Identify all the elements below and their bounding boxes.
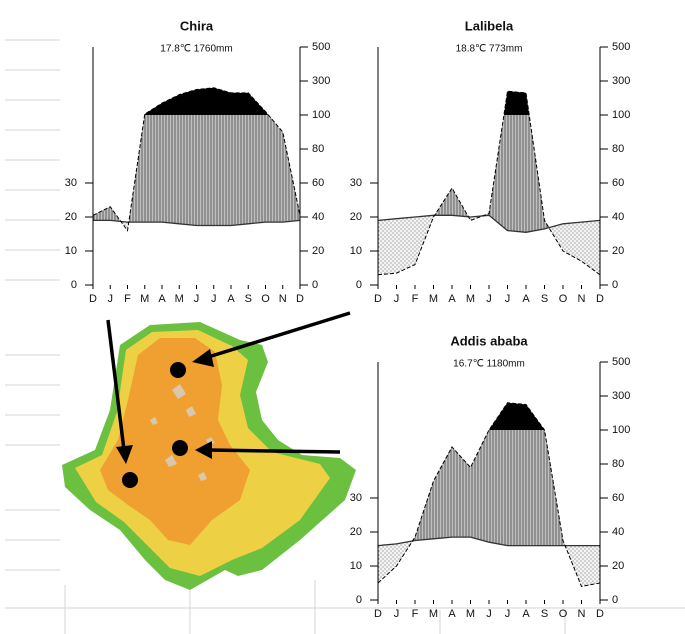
x-tick-label: D bbox=[374, 293, 382, 305]
y2-tick-label: 20 bbox=[612, 245, 624, 257]
x-tick-label: J bbox=[194, 293, 200, 305]
x-tick-label: A bbox=[448, 293, 456, 305]
x-tick-label: O bbox=[559, 608, 568, 620]
x-tick-label: N bbox=[279, 293, 287, 305]
background-rules bbox=[5, 40, 685, 634]
x-tick-label: F bbox=[412, 608, 419, 620]
x-tick-label: M bbox=[466, 293, 475, 305]
y-tick-label: 30 bbox=[350, 177, 362, 189]
y-tick-label: 20 bbox=[65, 211, 77, 223]
y-tick-label: 20 bbox=[350, 526, 362, 538]
y2-tick-label: 100 bbox=[612, 424, 630, 436]
chart-title: Chira bbox=[180, 18, 214, 33]
y-tick-label: 0 bbox=[71, 279, 77, 291]
y-tick-label: 0 bbox=[356, 594, 362, 606]
y2-tick-label: 60 bbox=[612, 177, 624, 189]
y2-tick-label: 20 bbox=[612, 560, 624, 572]
x-tick-label: S bbox=[541, 293, 548, 305]
y2-tick-label: 20 bbox=[312, 245, 324, 257]
y-tick-label: 20 bbox=[350, 211, 362, 223]
chart-subtitle: 18.8℃ 773mm bbox=[456, 44, 523, 55]
chart-title: Lalibela bbox=[465, 18, 514, 33]
arid-area bbox=[378, 91, 600, 275]
y2-tick-label: 0 bbox=[312, 279, 318, 291]
y2-tick-label: 80 bbox=[312, 143, 324, 155]
x-tick-label: A bbox=[158, 293, 166, 305]
x-tick-label: M bbox=[429, 293, 438, 305]
y2-tick-label: 0 bbox=[612, 279, 618, 291]
x-tick-label: D bbox=[596, 293, 604, 305]
x-tick-label: A bbox=[522, 608, 530, 620]
x-tick-label: J bbox=[486, 293, 492, 305]
y2-tick-label: 40 bbox=[312, 211, 324, 223]
x-tick-label: D bbox=[596, 608, 604, 620]
y-tick-label: 10 bbox=[65, 245, 77, 257]
x-tick-label: D bbox=[374, 608, 382, 620]
x-tick-label: J bbox=[394, 293, 400, 305]
x-tick-label: J bbox=[505, 293, 511, 305]
y-tick-label: 30 bbox=[65, 177, 77, 189]
x-tick-label: M bbox=[175, 293, 184, 305]
x-tick-label: N bbox=[578, 608, 586, 620]
y2-tick-label: 80 bbox=[612, 143, 624, 155]
x-tick-label: A bbox=[448, 608, 456, 620]
map bbox=[62, 313, 356, 590]
y2-tick-label: 500 bbox=[312, 41, 330, 53]
x-tick-label: N bbox=[578, 293, 586, 305]
x-tick-label: A bbox=[522, 293, 530, 305]
location-dot bbox=[172, 440, 188, 456]
y2-tick-label: 40 bbox=[612, 211, 624, 223]
chart-title: Addis ababa bbox=[450, 333, 528, 348]
x-tick-label: D bbox=[296, 293, 304, 305]
x-tick-label: J bbox=[486, 608, 492, 620]
y2-tick-label: 100 bbox=[612, 109, 630, 121]
y2-tick-label: 100 bbox=[312, 109, 330, 121]
x-tick-label: S bbox=[541, 608, 548, 620]
y2-tick-label: 300 bbox=[312, 75, 330, 87]
x-tick-label: J bbox=[211, 293, 217, 305]
y-tick-label: 10 bbox=[350, 245, 362, 257]
y-tick-label: 0 bbox=[356, 279, 362, 291]
y-tick-label: 30 bbox=[350, 492, 362, 504]
x-tick-label: D bbox=[89, 293, 97, 305]
x-tick-label: S bbox=[245, 293, 252, 305]
x-tick-label: M bbox=[140, 293, 149, 305]
x-tick-label: F bbox=[124, 293, 131, 305]
humid-area bbox=[378, 403, 600, 587]
x-tick-label: O bbox=[559, 293, 568, 305]
location-dot bbox=[122, 472, 138, 488]
figure: 0102030020406080100300500DJFMAMJJASONDCh… bbox=[0, 0, 685, 634]
y2-tick-label: 300 bbox=[612, 390, 630, 402]
y2-tick-label: 80 bbox=[612, 458, 624, 470]
location-dot bbox=[170, 362, 186, 378]
y2-tick-label: 0 bbox=[612, 594, 618, 606]
x-tick-label: O bbox=[261, 293, 270, 305]
x-tick-label: A bbox=[227, 293, 235, 305]
x-tick-label: J bbox=[505, 608, 511, 620]
x-tick-label: M bbox=[429, 608, 438, 620]
x-tick-label: J bbox=[108, 293, 114, 305]
y2-tick-label: 40 bbox=[612, 526, 624, 538]
y2-tick-label: 60 bbox=[612, 492, 624, 504]
x-tick-label: M bbox=[466, 608, 475, 620]
y2-tick-label: 500 bbox=[612, 356, 630, 368]
page: 0102030020406080100300500DJFMAMJJASONDCh… bbox=[0, 0, 685, 634]
chart-subtitle: 17.8℃ 1760mm bbox=[160, 44, 232, 55]
y2-tick-label: 300 bbox=[612, 75, 630, 87]
chart-subtitle: 16.7℃ 1180mm bbox=[453, 359, 525, 370]
y-tick-label: 10 bbox=[350, 560, 362, 572]
x-tick-label: J bbox=[394, 608, 400, 620]
x-tick-label: F bbox=[412, 293, 419, 305]
y2-tick-label: 60 bbox=[312, 177, 324, 189]
y2-tick-label: 500 bbox=[612, 41, 630, 53]
